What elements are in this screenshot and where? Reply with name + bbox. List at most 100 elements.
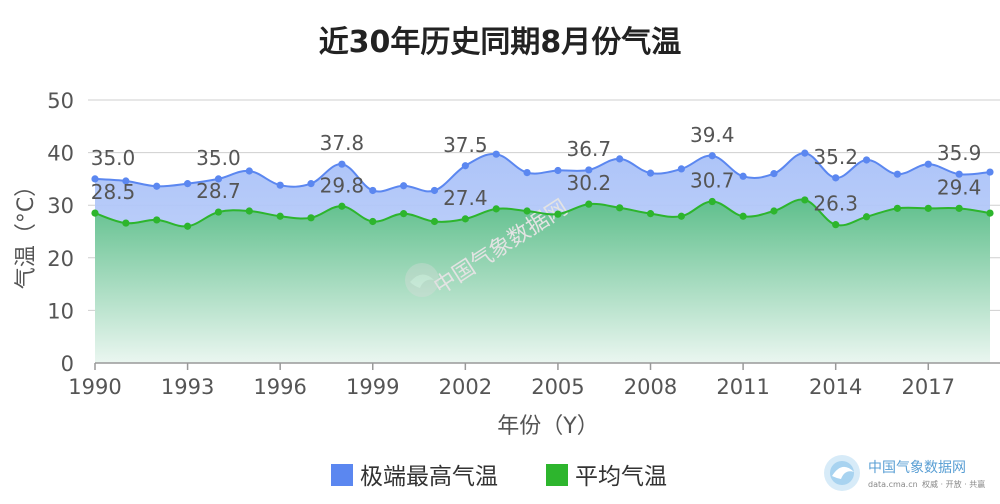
- data-label-avg: 30.7: [690, 169, 735, 193]
- data-point-avg[interactable]: [400, 210, 408, 218]
- logo-name: 中国气象数据网: [868, 460, 966, 476]
- data-label-max: 36.7: [567, 137, 612, 161]
- data-point-avg[interactable]: [369, 217, 377, 226]
- data-point-avg[interactable]: [955, 204, 963, 212]
- x-tick-label: 1996: [253, 375, 306, 399]
- data-label-avg: 28.5: [91, 180, 136, 204]
- data-point-max[interactable]: [677, 165, 685, 173]
- data-point-max[interactable]: [739, 172, 747, 180]
- data-label-max: 35.0: [91, 146, 136, 170]
- data-point-max[interactable]: [214, 175, 223, 183]
- y-tick-label: 50: [47, 89, 74, 113]
- data-point-max[interactable]: [523, 168, 531, 177]
- data-point-avg[interactable]: [739, 212, 747, 220]
- data-point-avg[interactable]: [832, 221, 840, 229]
- data-point-avg[interactable]: [585, 200, 593, 208]
- data-point-avg[interactable]: [646, 210, 655, 218]
- cma-logo: 中国气象数据网 data.cma.cn 权威 · 开放 · 共赢: [824, 455, 985, 491]
- data-point-max[interactable]: [492, 150, 500, 158]
- data-point-max[interactable]: [276, 181, 284, 189]
- data-point-avg[interactable]: [153, 216, 161, 224]
- series-area-avg: [95, 199, 990, 363]
- data-label-max: 35.2: [813, 145, 858, 169]
- data-point-max[interactable]: [554, 166, 562, 175]
- data-point-avg[interactable]: [338, 202, 346, 210]
- data-point-max[interactable]: [91, 175, 99, 183]
- logo-slogan: 权威 · 开放 · 共赢: [922, 479, 985, 489]
- data-point-max[interactable]: [461, 162, 469, 170]
- y-tick-label: 10: [47, 299, 74, 323]
- data-point-avg[interactable]: [122, 219, 130, 227]
- data-point-max[interactable]: [955, 170, 963, 178]
- data-point-avg[interactable]: [183, 222, 192, 230]
- cma-swirl-icon: [824, 455, 860, 491]
- data-point-avg[interactable]: [708, 197, 716, 206]
- data-point-max[interactable]: [369, 186, 377, 195]
- y-tick-label: 30: [47, 194, 74, 218]
- data-point-max[interactable]: [924, 160, 932, 168]
- data-point-avg[interactable]: [492, 205, 500, 213]
- data-point-max[interactable]: [801, 149, 809, 157]
- data-point-max[interactable]: [893, 170, 902, 178]
- x-tick-label: 2008: [624, 375, 677, 399]
- data-point-avg[interactable]: [461, 215, 469, 223]
- data-point-avg[interactable]: [430, 217, 439, 226]
- legend-item-max[interactable]: 极端最高气温: [331, 464, 498, 490]
- data-point-max[interactable]: [616, 155, 624, 163]
- legend-swatch-avg: [546, 464, 568, 486]
- data-point-avg[interactable]: [616, 204, 624, 212]
- x-tick-label: 2002: [439, 375, 492, 399]
- y-tick-label: 40: [47, 142, 74, 166]
- data-label-avg: 27.4: [443, 186, 488, 210]
- data-label-max: 39.4: [690, 123, 735, 147]
- data-labels: 35.0 35.0 37.8 37.5 36.7 39.4 35.2 35.9 28.5 28.7…: [91, 123, 982, 216]
- data-point-avg[interactable]: [801, 196, 809, 204]
- data-point-avg[interactable]: [986, 209, 994, 217]
- data-point-max[interactable]: [338, 160, 346, 168]
- x-tick-label: 2005: [531, 375, 584, 399]
- areas: [95, 153, 990, 363]
- data-point-max[interactable]: [986, 168, 994, 176]
- axes: 0 10 20 30 40 50 1990 1993 1996 1999 2002 2005 2008 2…: [47, 89, 1000, 399]
- data-point-max[interactable]: [430, 186, 439, 195]
- data-point-max[interactable]: [862, 156, 871, 164]
- data-point-avg[interactable]: [862, 213, 871, 221]
- data-label-max: 37.8: [320, 131, 365, 155]
- points: [91, 149, 994, 230]
- data-point-max[interactable]: [245, 167, 253, 175]
- y-tick-label: 20: [47, 247, 74, 271]
- data-point-avg[interactable]: [245, 207, 253, 215]
- data-point-avg[interactable]: [554, 210, 562, 218]
- data-point-avg[interactable]: [770, 207, 778, 215]
- data-point-avg[interactable]: [924, 204, 932, 212]
- data-point-max[interactable]: [646, 169, 655, 177]
- watermark-icon: [405, 263, 439, 297]
- data-point-max[interactable]: [183, 180, 192, 188]
- data-point-max[interactable]: [122, 177, 130, 185]
- data-point-avg[interactable]: [91, 209, 99, 217]
- data-label-avg: 30.2: [567, 171, 612, 195]
- data-point-max[interactable]: [770, 170, 778, 178]
- x-tick-label: 1999: [346, 375, 399, 399]
- data-point-avg[interactable]: [276, 212, 284, 220]
- data-point-avg[interactable]: [307, 214, 315, 222]
- data-point-max[interactable]: [400, 182, 408, 190]
- legend-item-avg[interactable]: 平均气温: [546, 464, 667, 490]
- x-tick-label: 1993: [161, 375, 214, 399]
- data-point-max[interactable]: [708, 152, 716, 160]
- data-point-max[interactable]: [585, 166, 593, 174]
- data-point-avg[interactable]: [523, 207, 531, 215]
- y-tick-label: 0: [61, 352, 74, 376]
- data-label-max: 35.9: [937, 141, 982, 165]
- data-label-avg: 26.3: [813, 192, 858, 216]
- data-point-max[interactable]: [153, 182, 161, 190]
- data-point-avg[interactable]: [893, 204, 902, 212]
- logo-url: data.cma.cn: [868, 480, 918, 489]
- data-label-avg: 28.7: [196, 179, 241, 203]
- data-point-max[interactable]: [832, 174, 840, 182]
- data-point-avg[interactable]: [677, 212, 685, 220]
- x-axis-title: 年份（Y）: [497, 414, 598, 439]
- data-point-max[interactable]: [307, 180, 315, 188]
- legend-swatch-max: [331, 464, 353, 486]
- data-point-avg[interactable]: [214, 208, 223, 216]
